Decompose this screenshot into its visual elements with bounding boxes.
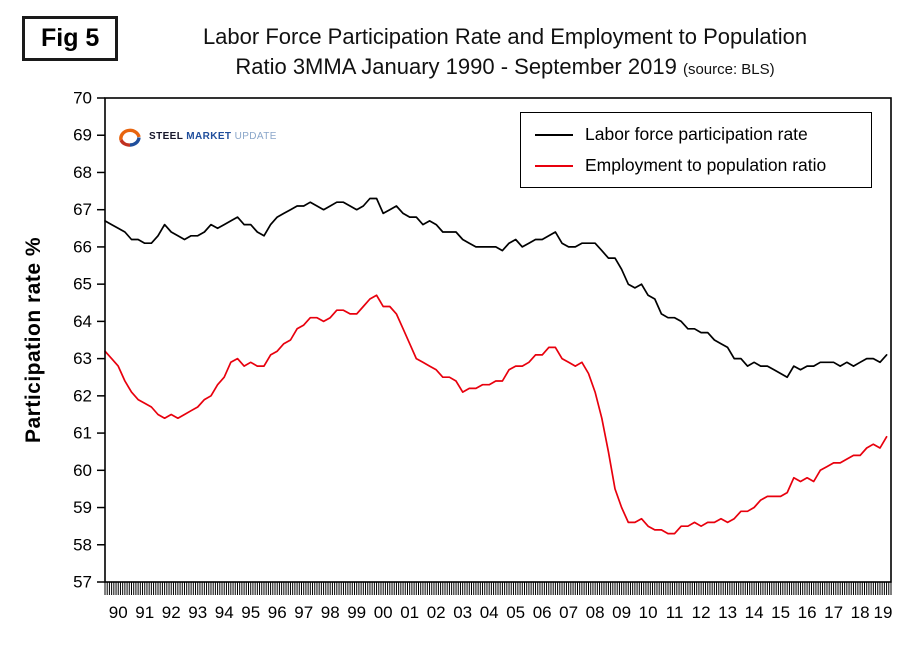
x-tick-label: 90 <box>109 603 128 622</box>
x-axis-labels: 90 91 92 93 94 95 96 97 98 99 00 01 02 03 04 05 06 07 08 09… <box>109 603 893 622</box>
series-line-lfpr <box>104 197 888 379</box>
x-tick-label: 00 <box>374 603 393 622</box>
y-tick-label: 65 <box>73 275 92 294</box>
x-tick-label: 12 <box>692 603 711 622</box>
x-tick-label: 99 <box>347 603 366 622</box>
y-axis-ticks: 57 58 59 60 61 62 63 64 65 66 67 68 69 70 <box>73 89 105 592</box>
x-tick-label: 16 <box>798 603 817 622</box>
smu-logo-update: UPDATE <box>234 130 277 142</box>
x-tick-label: 10 <box>639 603 658 622</box>
epr-legend-label: Employment to population ratio <box>585 155 827 175</box>
x-tick-label: 03 <box>453 603 472 622</box>
x-tick-label: 95 <box>241 603 260 622</box>
y-tick-label: 70 <box>73 89 92 108</box>
smu-logo-steel: STEEL <box>149 130 184 142</box>
x-tick-label: 93 <box>188 603 207 622</box>
x-tick-label: 17 <box>824 603 843 622</box>
plot-border <box>104 97 892 583</box>
chart-title-line2-text: Ratio 3MMA January 1990 - September 2019 <box>235 53 677 79</box>
x-tick-label: 04 <box>480 603 499 622</box>
x-tick-label: 07 <box>559 603 578 622</box>
y-tick-label: 60 <box>73 461 92 480</box>
smu-logo-market: MARKET <box>186 130 232 142</box>
plot-area: 57 58 59 60 61 62 63 64 65 66 67 68 69 70 90 91 92 93 94 95… <box>73 89 892 623</box>
x-tick-label: 91 <box>135 603 154 622</box>
y-tick-label: 59 <box>73 498 92 517</box>
chart-title-source: (source: BLS) <box>682 60 775 78</box>
y-tick-label: 67 <box>73 200 92 219</box>
x-tick-label: 14 <box>745 603 764 622</box>
chart-title-line2: Ratio 3MMA January 1990 - September 2019… <box>110 52 900 82</box>
x-tick-label: 05 <box>506 603 525 622</box>
series-line-epr <box>104 294 888 535</box>
x-tick-label: 11 <box>666 603 684 622</box>
smu-logo-icon <box>119 128 141 147</box>
y-tick-label: 61 <box>73 424 92 443</box>
x-tick-label: 94 <box>215 603 234 622</box>
smu-logo: STEEL MARKET UPDATE <box>116 124 277 148</box>
x-tick-label: 98 <box>321 603 340 622</box>
legend-item-epr: Employment to population ratio <box>535 155 857 176</box>
y-tick-label: 57 <box>73 573 92 592</box>
x-tick-label: 09 <box>612 603 631 622</box>
y-tick-label: 58 <box>73 535 92 554</box>
x-tick-label: 19 <box>874 603 893 622</box>
epr-line-swatch <box>535 164 573 167</box>
y-tick-label: 64 <box>73 312 92 331</box>
y-tick-label: 69 <box>73 126 92 145</box>
smu-logo-text: STEEL MARKET UPDATE <box>149 131 277 142</box>
lfpr-line-swatch <box>535 133 573 136</box>
x-tick-label: 15 <box>771 603 790 622</box>
x-tick-label: 97 <box>294 603 313 622</box>
y-tick-label: 62 <box>73 386 92 405</box>
legend: Labor force participation rate Employmen… <box>520 112 872 188</box>
x-tick-label: 13 <box>718 603 737 622</box>
x-tick-label: 18 <box>851 603 870 622</box>
legend-item-lfpr: Labor force participation rate <box>535 124 857 145</box>
x-axis-month-ticks <box>104 582 892 595</box>
lfpr-legend-label: Labor force participation rate <box>585 124 808 144</box>
figure-label: Fig 5 <box>22 16 119 61</box>
y-tick-label: 68 <box>73 163 92 182</box>
y-axis-title: Participation rate % <box>22 236 45 444</box>
chart-title: Labor Force Participation Rate and Emplo… <box>110 22 900 81</box>
x-tick-label: 06 <box>533 603 552 622</box>
x-tick-label: 92 <box>162 603 181 622</box>
x-tick-label: 02 <box>427 603 446 622</box>
x-tick-label: 96 <box>268 603 287 622</box>
x-tick-label: 08 <box>586 603 605 622</box>
x-tick-label: 01 <box>400 603 419 622</box>
y-tick-label: 66 <box>73 237 92 256</box>
y-tick-label: 63 <box>73 349 92 368</box>
chart-title-line1: Labor Force Participation Rate and Emplo… <box>202 24 808 49</box>
